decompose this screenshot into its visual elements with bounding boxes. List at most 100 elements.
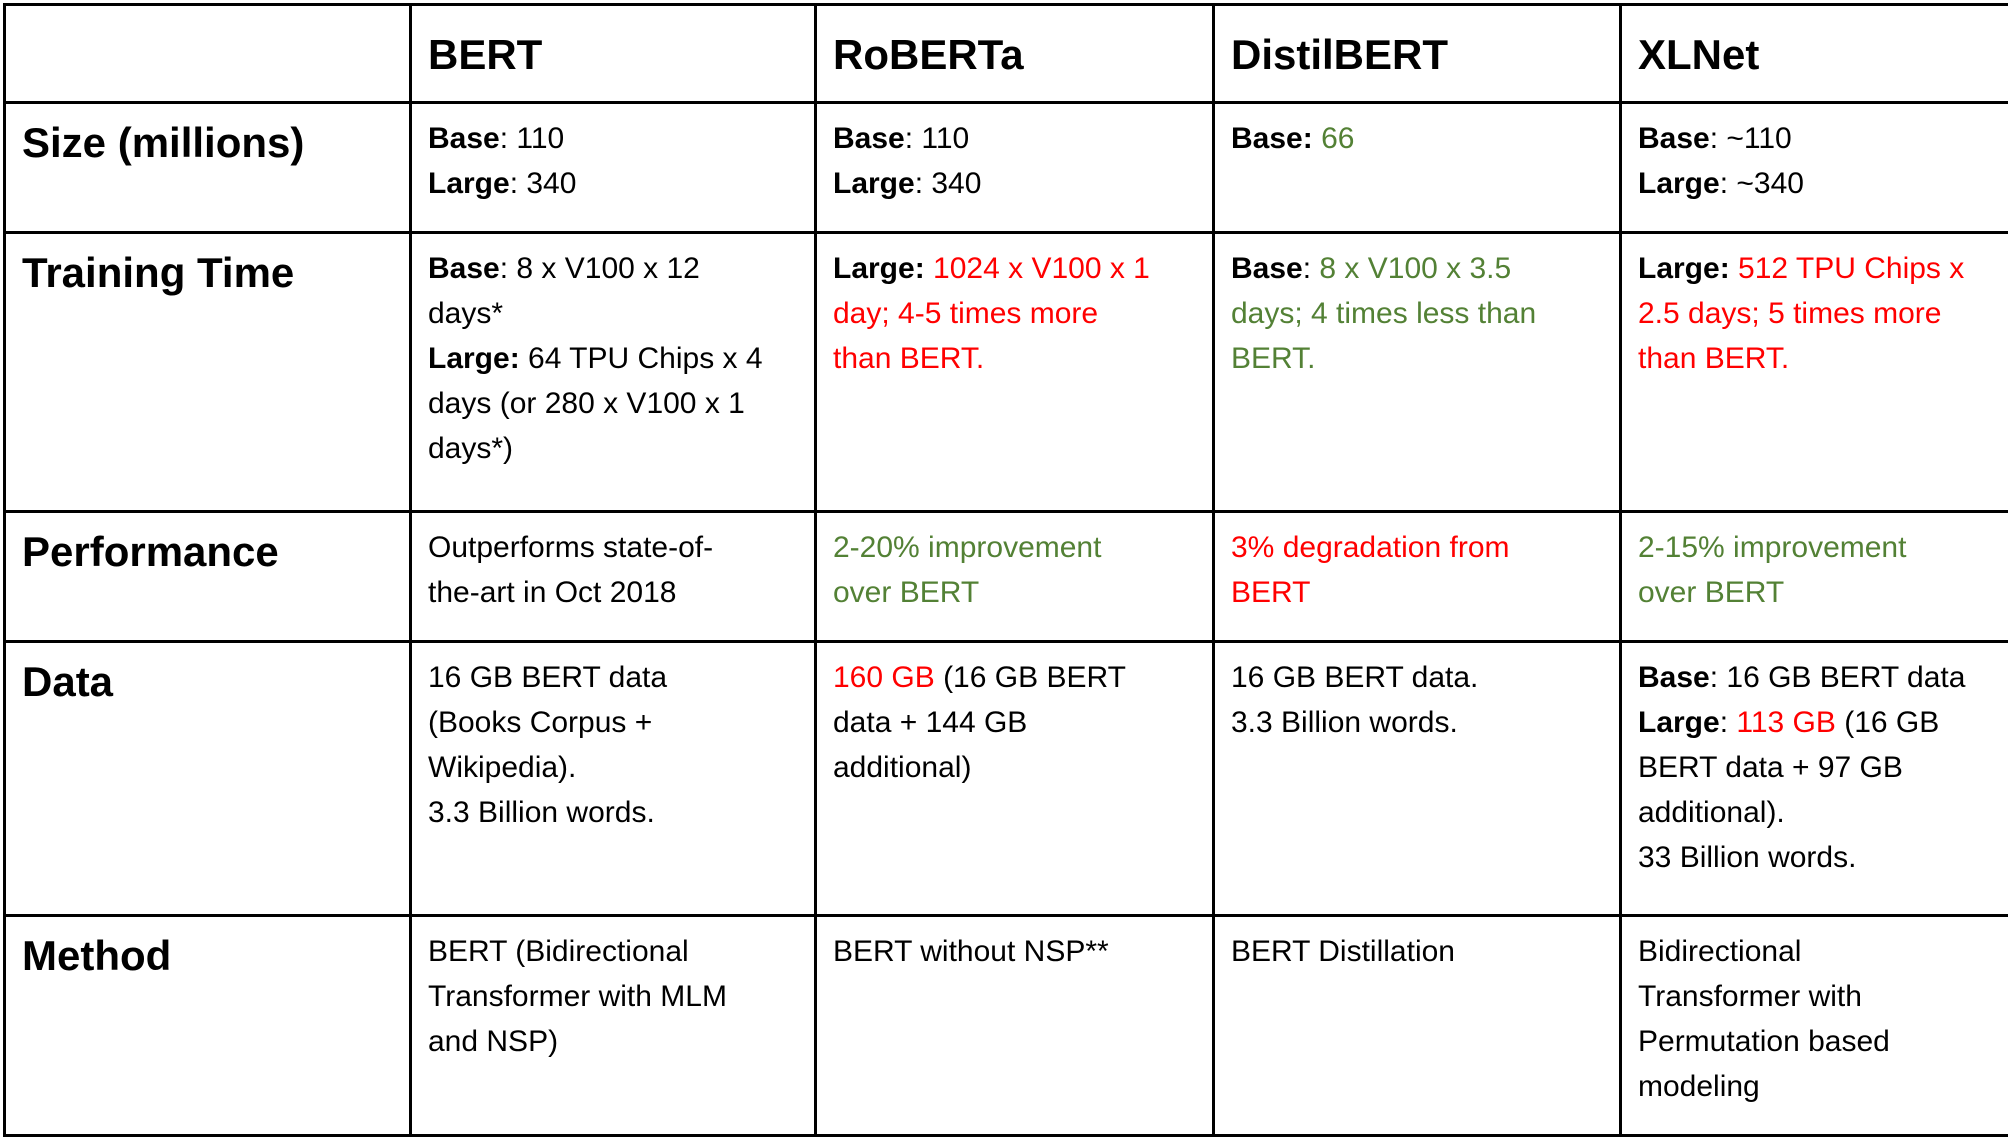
text-segment: 3% degradation from <box>1231 531 1510 564</box>
text-segment <box>925 252 933 285</box>
row-label-method: Method <box>5 916 411 1136</box>
text-segment: 2-20% improvement <box>833 531 1101 564</box>
text-segment: Large <box>1638 706 1720 739</box>
text-segment: 2.5 days; 5 times more <box>1638 297 1941 330</box>
text-segment: (16 GB <box>1836 706 1939 739</box>
cell-data-roberta: 160 GB (16 GB BERT data + 144 GB additiona… <box>816 642 1214 916</box>
text-segment: than BERT. <box>1638 342 1789 375</box>
text-segment: : 110 <box>905 122 970 155</box>
cell-method-distilbert: BERT Distillation <box>1214 916 1621 1136</box>
row-label-data: Data <box>5 642 411 916</box>
cell-performance-roberta: 2-20% improvement over BERT <box>816 512 1214 642</box>
text-segment: 1024 x V100 x 1 <box>933 252 1150 285</box>
col-header-xlnet: XLNet <box>1621 5 2008 103</box>
text-segment: days; 4 times less than <box>1231 297 1536 330</box>
text-segment: Bidirectional <box>1638 935 1801 968</box>
col-header-roberta: RoBERTa <box>816 5 1214 103</box>
text-segment: Transformer with <box>1638 980 1862 1013</box>
text-segment: 2-15% improvement <box>1638 531 1906 564</box>
text-segment: BERT Distillation <box>1231 935 1455 968</box>
text-segment: 16 GB BERT data. <box>1231 661 1478 694</box>
col-header-distilbert: DistilBERT <box>1214 5 1621 103</box>
text-segment: 33 Billion words. <box>1638 841 1856 874</box>
text-segment: over BERT <box>833 576 979 609</box>
text-segment: (Books Corpus + <box>428 706 652 739</box>
text-segment: Base <box>1231 252 1303 285</box>
text-segment: additional). <box>1638 796 1785 829</box>
corner-cell <box>5 5 411 103</box>
text-segment: Base <box>428 122 500 155</box>
text-segment: Base <box>428 252 500 285</box>
text-segment: Large <box>428 167 510 200</box>
text-segment: 3.3 Billion words. <box>1231 706 1458 739</box>
text-segment <box>1730 252 1738 285</box>
cell-training-xlnet: Large: 512 TPU Chips x 2.5 days; 5 times … <box>1621 233 2008 512</box>
text-segment: Large: <box>1638 252 1730 285</box>
text-segment: 113 GB <box>1736 706 1836 739</box>
col-header-bert: BERT <box>411 5 816 103</box>
text-segment: Large <box>833 167 915 200</box>
text-segment: Large: <box>833 252 925 285</box>
text-segment: 16 GB BERT data <box>428 661 667 694</box>
text-segment: days* <box>428 297 503 330</box>
text-segment: Large: <box>428 342 520 375</box>
text-segment: Wikipedia). <box>428 751 576 784</box>
cell-size-xlnet: Base: ~110 Large: ~340 <box>1621 103 2008 233</box>
text-segment <box>1313 122 1321 155</box>
text-segment: and NSP) <box>428 1025 558 1058</box>
cell-method-xlnet: Bidirectional Transformer with Permutation… <box>1621 916 2008 1136</box>
table-row-method: Method BERT (Bidirectional Transformer wi… <box>5 916 2008 1136</box>
text-segment: BERT (Bidirectional <box>428 935 689 968</box>
cell-method-bert: BERT (Bidirectional Transformer with MLM a… <box>411 916 816 1136</box>
text-segment: Permutation based <box>1638 1025 1890 1058</box>
cell-data-distilbert: 16 GB BERT data. 3.3 Billion words. <box>1214 642 1621 916</box>
text-segment: : 110 <box>500 122 565 155</box>
table-row-performance: Performance Outperforms state-of-the-art… <box>5 512 2008 642</box>
cell-performance-xlnet: 2-15% improvement over BERT <box>1621 512 2008 642</box>
text-segment: : 340 <box>915 167 982 200</box>
text-segment: 512 TPU Chips x <box>1738 252 1964 285</box>
cell-data-bert: 16 GB BERT data (Books Corpus + Wikipedia)… <box>411 642 816 916</box>
text-segment: (16 GB BERT <box>935 661 1126 694</box>
header-row: BERT RoBERTa DistilBERT XLNet <box>5 5 2008 103</box>
text-segment: : 340 <box>510 167 577 200</box>
text-segment: data + 144 GB <box>833 706 1027 739</box>
text-segment: 8 x V100 x 3.5 <box>1319 252 1511 285</box>
text-segment: Base <box>1638 122 1710 155</box>
cell-size-roberta: Base: 110 Large: 340 <box>816 103 1214 233</box>
text-segment: Base: <box>1231 122 1313 155</box>
text-segment: than BERT. <box>833 342 984 375</box>
text-segment: 66 <box>1321 122 1354 155</box>
text-segment: Base <box>833 122 905 155</box>
cell-training-bert: Base: 8 x V100 x 12 days* Large: 64 TPU Ch… <box>411 233 816 512</box>
text-segment: Large <box>1638 167 1720 200</box>
text-segment: days (or 280 x V100 x 1 <box>428 387 745 420</box>
row-label-performance: Performance <box>5 512 411 642</box>
cell-training-roberta: Large: 1024 x V100 x 1 day; 4-5 times mor… <box>816 233 1214 512</box>
text-segment: 64 TPU Chips x 4 <box>520 342 763 375</box>
text-segment: : ~110 <box>1710 122 1792 155</box>
text-segment: Outperforms state-of- <box>428 531 713 564</box>
text-segment: days*) <box>428 432 513 465</box>
cell-size-distilbert: Base: 66 <box>1214 103 1621 233</box>
text-segment: day; 4-5 times more <box>833 297 1098 330</box>
cell-size-bert: Base: 110 Large: 340 <box>411 103 816 233</box>
text-segment: 160 GB <box>833 661 935 694</box>
cell-method-roberta: BERT without NSP** <box>816 916 1214 1136</box>
text-segment: modeling <box>1638 1070 1760 1103</box>
model-comparison-table: BERT RoBERTa DistilBERT XLNet Size (mill… <box>3 3 2008 1137</box>
text-segment: BERT. <box>1231 342 1315 375</box>
row-label-training-time: Training Time <box>5 233 411 512</box>
text-segment: Transformer with MLM <box>428 980 727 1013</box>
row-label-size-millions: Size (millions) <box>5 103 411 233</box>
text-segment: over BERT <box>1638 576 1784 609</box>
text-segment: 3.3 Billion words. <box>428 796 655 829</box>
text-segment: additional) <box>833 751 971 784</box>
text-segment: : 8 x V100 x 12 <box>500 252 700 285</box>
text-segment: : ~340 <box>1720 167 1804 200</box>
